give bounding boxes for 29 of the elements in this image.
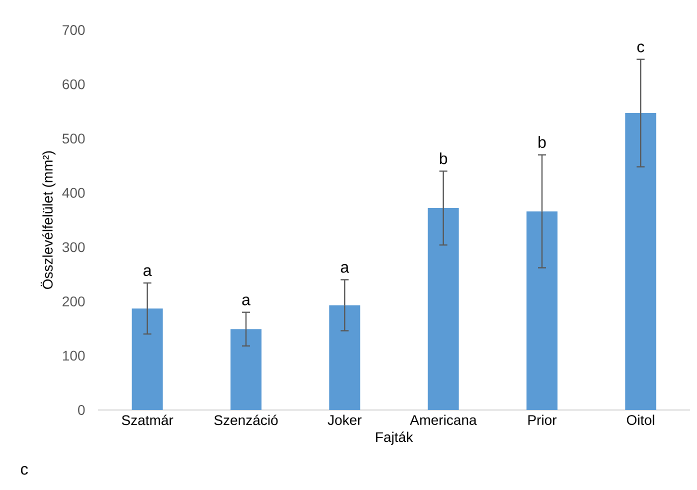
bar [625, 113, 656, 410]
annotation: b [538, 136, 546, 148]
text: c [20, 466, 28, 475]
x-tick-label: Szatmár [122, 414, 174, 426]
annotation: a [144, 267, 152, 276]
x-tick-label: Joker [328, 414, 362, 425]
annotation: a [242, 296, 250, 306]
annotation: c [637, 44, 644, 52]
bar [428, 208, 459, 410]
annotation: a [340, 264, 350, 273]
bar [132, 308, 163, 410]
y-tick-label: 300 [62, 242, 85, 252]
y-axis-title: Összlevélfelület (mm²) [40, 151, 56, 289]
x-tick-label: Prior [528, 414, 557, 425]
y-tick-label: 700 [62, 25, 85, 35]
x-tick-label: Americana [410, 414, 477, 425]
x-tick-label: Oitol [626, 414, 654, 425]
bar [526, 211, 558, 410]
x-axis-title: Fajták [376, 432, 414, 445]
bar [329, 305, 360, 410]
y-tick-label: 600 [62, 79, 85, 90]
y-tick-label: 0 [78, 405, 85, 415]
y-tick-label: 400 [62, 188, 85, 198]
y-tick-label: 100 [62, 350, 85, 361]
y-tick-label: 500 [62, 134, 85, 144]
y-tick-label: 200 [62, 296, 85, 306]
annotation: b [440, 152, 448, 164]
x-tick-label: Szenzáció [214, 414, 278, 426]
bar [230, 329, 262, 410]
